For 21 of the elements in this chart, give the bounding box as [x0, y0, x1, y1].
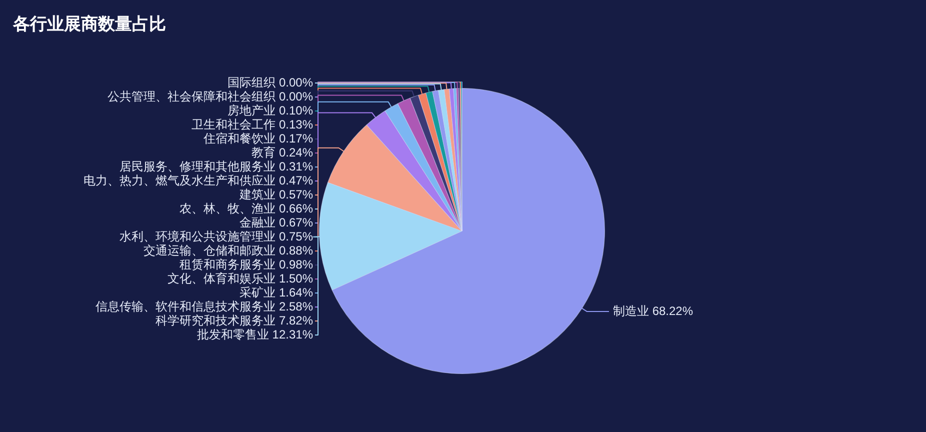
slice-label: 教育 0.24% [252, 145, 314, 160]
slice-label: 卫生和社会工作 0.13% [192, 117, 314, 132]
slice-label: 科学研究和技术服务业 7.82% [156, 313, 314, 328]
category-label: 国际组织 0.00% [228, 75, 313, 90]
slice-label: 信息传输、软件和信息技术服务业 2.58% [96, 299, 314, 314]
slice-label: 农、林、牧、渔业 0.66% [180, 201, 314, 216]
slice-label: 房地产业 0.10% [228, 103, 314, 118]
slice-label: 居民服务、修理和其他服务业 0.31% [120, 159, 314, 174]
slice-label: 批发和零售业 12.31% [196, 327, 314, 342]
chart-title: 各行业展商数量占比 [12, 14, 166, 34]
slice-label: 金融业 0.67% [240, 215, 314, 230]
slice-label: 租赁和商务服务业 0.98% [180, 257, 314, 272]
slice-label: 建筑业 0.57% [238, 187, 314, 202]
slice-label: 住宿和餐饮业 0.17% [202, 131, 314, 146]
slice-label: 采矿业 1.64% [240, 285, 314, 300]
slice-label: 交通运输、仓储和邮政业 0.88% [144, 243, 314, 258]
category-label: 公共管理、社会保障和社会组织 0.00% [108, 89, 313, 104]
slice-label: 电力、热力、燃气及水生产和供应业 0.47% [84, 173, 314, 188]
slice-label: 水利、环境和公共设施管理业 0.75% [120, 229, 314, 244]
slice-label: 文化、体育和娱乐业 1.50% [168, 271, 314, 286]
slice-label: 制造业 68.22% [613, 304, 694, 318]
